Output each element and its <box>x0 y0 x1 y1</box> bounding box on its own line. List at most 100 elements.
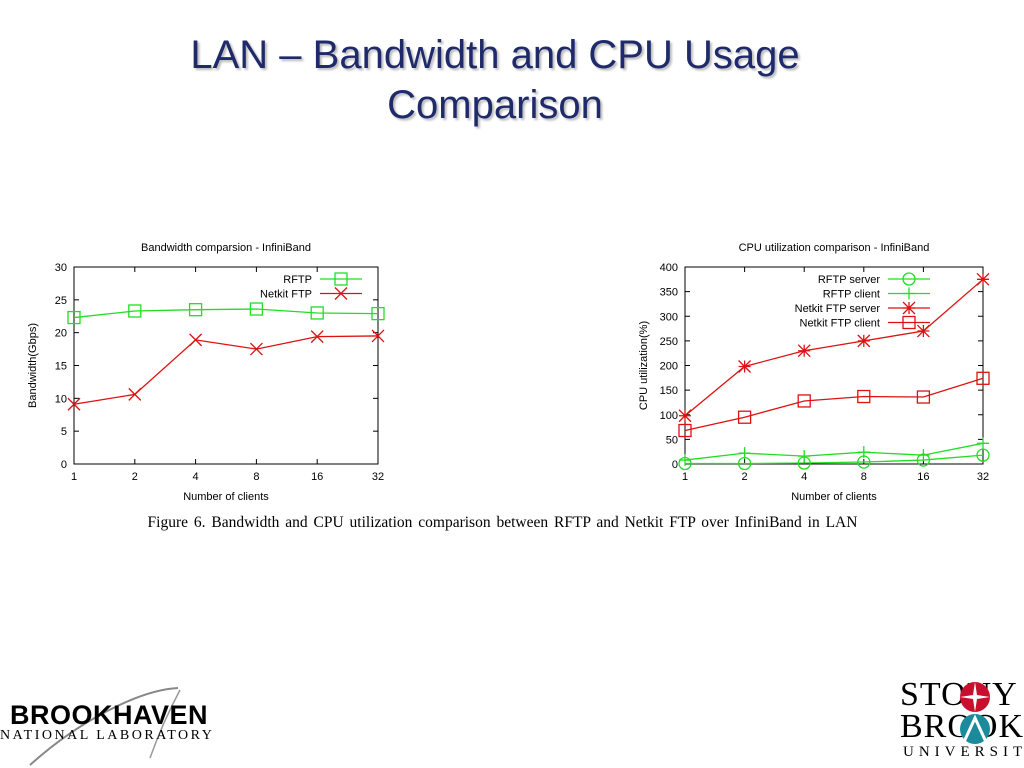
data-point <box>798 450 811 463</box>
stony-brook-o-icon <box>960 714 990 744</box>
legend-label: Netkit FTP server <box>795 303 881 315</box>
x-axis-label: Number of clients <box>183 491 269 503</box>
y-tick-label: 50 <box>666 434 678 446</box>
y-tick-label: 200 <box>660 361 678 373</box>
data-point <box>738 360 752 373</box>
series-rftp-server <box>678 448 990 471</box>
data-point <box>737 410 752 424</box>
series-line <box>73 308 379 319</box>
legend-label: RFTP server <box>818 274 880 286</box>
data-point <box>371 306 385 321</box>
y-tick-label: 350 <box>660 287 678 299</box>
chart-title: Bandwidth comparsion - InfiniBand <box>141 242 311 254</box>
bandwidth-chart: Bandwidth comparsion - InfiniBand 0 5 10 15 2… <box>27 242 385 503</box>
data-point <box>857 446 870 459</box>
slide-title: LAN – Bandwidth and CPU Usage Comparison <box>0 30 990 130</box>
series-netkit-ftp <box>67 329 385 411</box>
legend-label: Netkit FTP <box>260 289 312 301</box>
data-point <box>797 344 811 358</box>
x-tick-label: 16 <box>917 471 929 483</box>
data-point <box>977 437 989 450</box>
y-tick-label: 150 <box>660 385 678 397</box>
chart-title: CPU utilization comparison - InfiniBand <box>739 242 930 254</box>
cpu-utilization-chart: CPU utilization comparison - InfiniBand 0… <box>638 242 990 503</box>
data-point <box>916 324 930 338</box>
legend-marker <box>902 301 916 315</box>
data-point <box>189 333 203 347</box>
data-point <box>678 423 692 438</box>
stony-brook-logo-line3: UNIVERSITY <box>903 744 1024 760</box>
y-tick-label: 30 <box>55 262 67 274</box>
data-point <box>67 310 81 325</box>
series-line <box>685 454 984 465</box>
legend-marker <box>902 315 916 330</box>
brookhaven-logo-subtitle: NATIONAL LABORATORY <box>0 728 215 743</box>
series-line <box>684 278 984 417</box>
series-line <box>684 377 984 432</box>
y-tick-label: 100 <box>660 410 678 422</box>
data-point <box>249 342 263 356</box>
series-netkit-ftp-client <box>678 371 990 438</box>
x-tick-label: 8 <box>253 471 259 483</box>
x-axis-label: Number of clients <box>791 491 877 503</box>
series-line <box>73 335 379 405</box>
data-point <box>857 334 871 348</box>
data-point <box>797 394 811 408</box>
y-tick-label: 250 <box>660 336 678 348</box>
x-tick-label: 1 <box>71 471 77 483</box>
y-tick-label: 25 <box>55 295 67 307</box>
y-tick-label: 20 <box>55 328 67 340</box>
data-point <box>976 371 990 385</box>
data-point <box>188 303 203 317</box>
stony-brook-logo-line1: STONY <box>900 676 1018 713</box>
data-point <box>678 409 692 423</box>
data-point <box>679 454 691 467</box>
data-point <box>67 397 81 411</box>
y-tick-label: 300 <box>660 311 678 323</box>
y-tick-label: 5 <box>61 426 67 438</box>
legend-label: RFTP <box>283 274 312 286</box>
legend-marker <box>902 272 916 286</box>
slide-title-line-1: LAN – Bandwidth and CPU Usage <box>190 33 800 77</box>
brookhaven-logo-swoosh <box>29 687 181 766</box>
x-tick-label: 1 <box>682 471 688 483</box>
data-point <box>916 390 931 404</box>
series-netkit-ftp-server <box>678 272 990 423</box>
legend-label: Netkit FTP client <box>800 318 881 330</box>
series-rftp <box>67 302 385 325</box>
data-point <box>249 302 264 316</box>
slide-title-line-2: Comparison <box>387 83 603 127</box>
x-tick-label: 16 <box>311 471 323 483</box>
series-line <box>684 442 984 461</box>
data-point <box>976 272 990 286</box>
series-rftp-client <box>679 437 989 467</box>
x-tick-label: 4 <box>193 471 199 483</box>
x-tick-label: 4 <box>801 471 807 483</box>
x-tick-label: 8 <box>861 471 867 483</box>
y-tick-label: 400 <box>660 262 678 274</box>
x-tick-label: 32 <box>977 471 989 483</box>
y-tick-label: 0 <box>61 459 67 471</box>
y-tick-label: 0 <box>672 459 678 471</box>
legend-label: RFTP client <box>823 289 880 301</box>
x-tick-label: 2 <box>742 471 748 483</box>
x-tick-label: 2 <box>132 471 138 483</box>
data-point <box>738 447 751 460</box>
y-axis-label: Bandwidth(Gbps) <box>27 323 39 408</box>
data-point <box>128 387 142 401</box>
figure-caption: Figure 6. Bandwidth and CPU utilization … <box>147 514 858 531</box>
y-axis-label: CPU utilization(%) <box>638 321 650 410</box>
stony-brook-starburst-icon <box>960 682 990 712</box>
legend-marker <box>334 272 348 286</box>
data-point <box>310 306 324 320</box>
plot-frame <box>73 266 379 465</box>
brookhaven-logo-name: BROOKHAVEN <box>10 700 209 730</box>
legend-marker <box>903 287 915 300</box>
data-point <box>371 329 385 343</box>
data-point <box>917 449 930 462</box>
data-point <box>310 330 324 344</box>
y-tick-label: 10 <box>55 393 67 405</box>
data-point <box>128 304 142 318</box>
x-tick-label: 32 <box>372 471 384 483</box>
legend-marker <box>334 287 348 300</box>
